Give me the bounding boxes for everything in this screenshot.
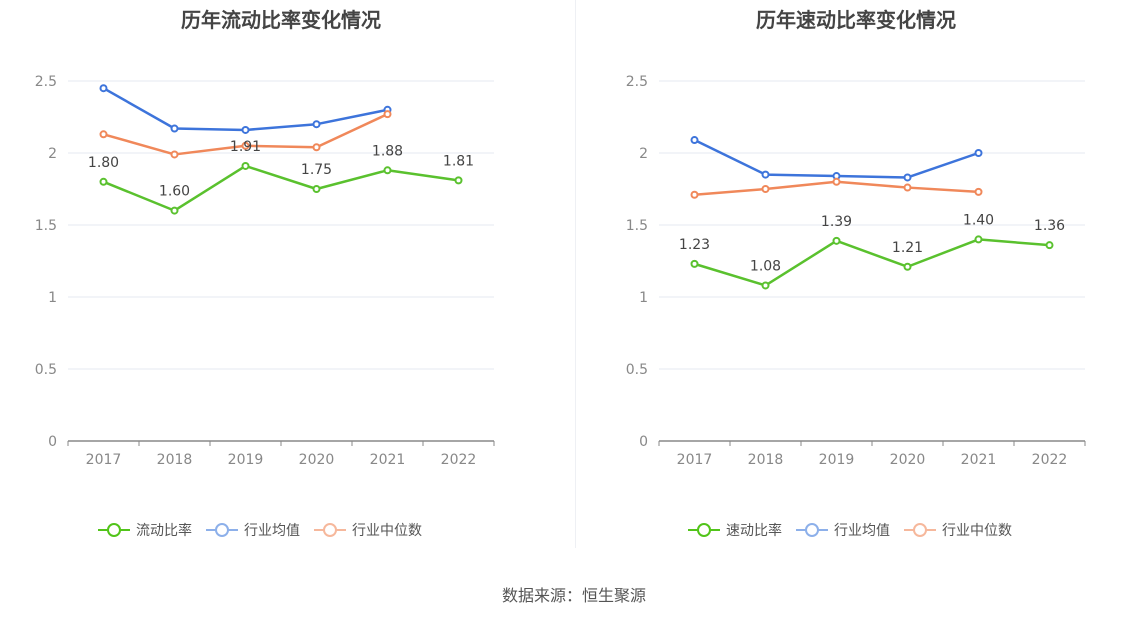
- x-tick-label: 2019: [819, 452, 855, 468]
- series-line: [693, 138, 979, 179]
- data-label: 1.08: [750, 258, 781, 274]
- x-tick-label: 2018: [748, 452, 784, 468]
- data-point: [761, 281, 770, 290]
- data-label: 1.36: [1034, 218, 1065, 234]
- series-line: [102, 87, 388, 132]
- series-line: [103, 164, 459, 212]
- legend-line-circle-icon: [796, 522, 828, 538]
- y-tick-label: 1: [48, 290, 57, 306]
- y-tick-label: 0.5: [626, 362, 648, 378]
- legend-item[interactable]: 行业均值: [796, 520, 890, 540]
- data-point: [383, 110, 392, 119]
- data-point: [974, 149, 983, 157]
- legend-item[interactable]: 行业中位数: [314, 520, 422, 540]
- data-point: [761, 170, 770, 179]
- series-line: [694, 238, 1050, 287]
- data-point: [312, 185, 321, 193]
- data-point: [903, 173, 912, 182]
- data-label: 1.91: [230, 139, 261, 155]
- legend-item[interactable]: 行业均值: [206, 520, 300, 540]
- data-point: [974, 235, 983, 244]
- data-point: [832, 236, 841, 245]
- data-label: 1.81: [443, 153, 474, 169]
- legend-line-circle-icon: [98, 522, 130, 538]
- data-point: [99, 130, 108, 139]
- data-point: [761, 185, 770, 193]
- y-tick-label: 1.5: [626, 218, 648, 234]
- legend-label: 行业均值: [244, 523, 300, 539]
- data-point: [383, 166, 392, 175]
- data-label: 1.23: [679, 237, 710, 253]
- legend-label: 行业均值: [834, 523, 890, 539]
- data-point: [241, 141, 250, 150]
- data-label: 1.40: [963, 212, 994, 228]
- data-point: [903, 183, 912, 192]
- y-tick-label: 0: [48, 434, 57, 450]
- data-point: [690, 136, 699, 145]
- legend-label: 行业中位数: [942, 523, 1012, 539]
- data-source-note: 数据来源：恒生聚源: [501, 586, 646, 605]
- y-tick-label: 2.5: [626, 74, 648, 90]
- y-tick-label: 2: [639, 146, 648, 162]
- legend-label: 流动比率: [136, 523, 192, 539]
- line-chart-current-ratio: 0 0.5 1 1.5 2 2.5 2017 2018 2019 2020 2021 2022 1.80…: [35, 74, 495, 468]
- chart-legend: 速动比率 行业均值 行业中位数: [688, 518, 1026, 542]
- legend-line-circle-icon: [688, 522, 720, 538]
- panel-divider: [575, 0, 576, 548]
- y-tick-label: 1.5: [35, 218, 57, 234]
- data-label: 1.60: [159, 184, 190, 200]
- data-point: [454, 176, 463, 185]
- data-point: [1045, 241, 1054, 250]
- legend-line-circle-icon: [314, 522, 346, 538]
- y-tick-label: 1: [639, 290, 648, 306]
- data-point: [170, 206, 179, 215]
- data-point: [832, 177, 841, 186]
- legend-label: 行业中位数: [352, 523, 422, 539]
- data-point: [241, 125, 250, 134]
- data-point: [903, 262, 912, 271]
- data-point: [312, 143, 321, 152]
- line-chart-quick-ratio: 0 0.5 1 1.5 2 2.5 2017 2018 2019 2020 2021 2022 1.23…: [626, 74, 1086, 468]
- y-tick-label: 0.5: [35, 362, 57, 378]
- data-point: [99, 84, 108, 93]
- data-point: [99, 177, 108, 186]
- legend-item[interactable]: 行业中位数: [904, 520, 1012, 540]
- x-tick-label: 2019: [228, 452, 264, 468]
- y-tick-label: 2: [48, 146, 57, 162]
- data-point: [312, 120, 321, 129]
- legend-line-circle-icon: [206, 522, 238, 538]
- data-point: [974, 187, 983, 196]
- x-tick-label: 2022: [441, 452, 477, 468]
- legend-item[interactable]: 速动比率: [688, 520, 782, 540]
- y-tick-label: 2.5: [35, 74, 57, 90]
- x-tick-label: 2020: [299, 452, 335, 468]
- x-tick-label: 2017: [86, 452, 122, 468]
- x-tick-label: 2017: [677, 452, 713, 468]
- x-tick-label: 2020: [890, 452, 926, 468]
- data-label: 1.21: [892, 240, 923, 256]
- x-tick-label: 2018: [157, 452, 193, 468]
- data-point: [170, 150, 179, 159]
- data-point: [170, 124, 179, 133]
- x-tick-label: 2021: [370, 452, 406, 468]
- chart-title: 历年流动比率变化情况: [181, 8, 381, 32]
- legend-label: 速动比率: [726, 523, 782, 539]
- x-tick-label: 2021: [961, 452, 997, 468]
- chart-panel-current-ratio: 历年流动比率变化情况 0 0.5 1 1.5 2 2.5 2017 2018 2019 2020 2…: [0, 0, 574, 560]
- data-point: [241, 161, 250, 170]
- data-point: [690, 190, 699, 199]
- chart-legend: 流动比率 行业均值 行业中位数: [98, 518, 436, 542]
- data-point: [690, 259, 699, 268]
- legend-item[interactable]: 流动比率: [98, 520, 192, 540]
- legend-line-circle-icon: [904, 522, 936, 538]
- data-label: 1.80: [88, 155, 119, 171]
- data-label: 1.88: [372, 143, 403, 159]
- x-tick-label: 2022: [1032, 452, 1068, 468]
- chart-panel-quick-ratio: 历年速动比率变化情况 0 0.5 1 1.5 2 2.5 2017 2018 2019 2020 2…: [574, 0, 1148, 560]
- data-label: 1.39: [821, 214, 852, 230]
- chart-title: 历年速动比率变化情况: [756, 8, 956, 32]
- data-label: 1.75: [301, 162, 332, 178]
- y-tick-label: 0: [639, 434, 648, 450]
